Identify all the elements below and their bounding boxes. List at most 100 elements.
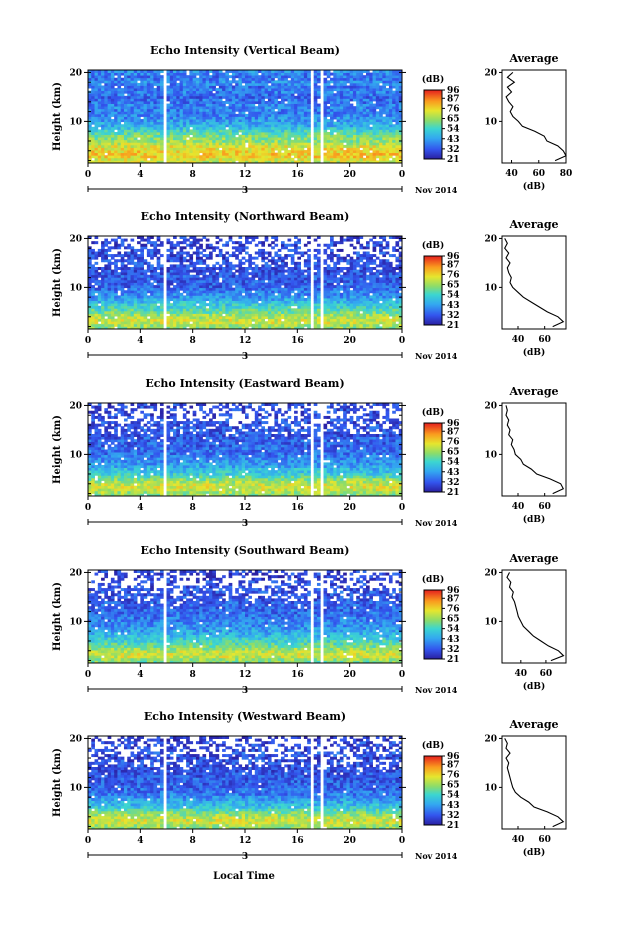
heatmap-cell (130, 318, 135, 322)
heatmap-cell (117, 150, 122, 154)
heatmap-cell (140, 77, 144, 81)
heatmap-cell (241, 142, 246, 146)
heatmap-cell (271, 101, 275, 104)
heatmap-cell (88, 93, 92, 97)
heatmap-cell (323, 144, 328, 148)
heatmap-cell (382, 93, 387, 97)
heatmap-cell (225, 72, 230, 76)
heatmap-cell (195, 103, 200, 107)
heatmap-cell (97, 147, 102, 151)
heatmap-cell (166, 316, 171, 320)
heatmap-cell (235, 144, 239, 148)
heatmap-cell (352, 132, 357, 135)
heatmap-cell (258, 160, 262, 164)
heatmap-cell (388, 93, 393, 97)
heatmap-cell (130, 137, 135, 141)
heatmap-cell (274, 124, 279, 128)
heatmap-cell (336, 75, 341, 79)
heatmap-cell (94, 132, 99, 135)
heatmap-cell (123, 295, 128, 299)
profile-title: Average (508, 52, 558, 65)
heatmap-cell (91, 267, 95, 270)
heatmap-cell (110, 155, 115, 159)
heatmap-cell (395, 124, 400, 128)
heatmap-cell (382, 77, 387, 81)
heatmap-cell (366, 144, 370, 148)
heatmap-cell (212, 77, 216, 81)
heatmap-cell (156, 251, 161, 255)
heatmap-cell (195, 88, 200, 92)
heatmap-cell (366, 147, 370, 151)
heatmap-cell (186, 295, 190, 299)
heatmap-cell (153, 139, 158, 143)
heatmap-cell (251, 72, 256, 76)
heatmap-cell (110, 254, 115, 258)
heatmap-cell (352, 152, 357, 156)
heatmap-cell (156, 113, 161, 117)
colorbar-tick-label: 96 (447, 86, 460, 96)
heatmap-cell (137, 160, 141, 164)
heatmap-cell (156, 142, 161, 146)
heatmap-cell (176, 300, 180, 304)
heatmap-cell (261, 155, 266, 159)
heatmap-cell (127, 308, 131, 312)
heatmap-cell (356, 121, 360, 125)
heatmap-cell (398, 72, 403, 76)
heatmap-cell (359, 101, 364, 104)
heatmap-cell (88, 303, 92, 307)
heatmap-cell (189, 160, 194, 164)
heatmap-cell (385, 160, 390, 164)
heatmap-cell (140, 243, 144, 247)
heatmap-cell (238, 116, 243, 120)
heatmap-cell (189, 256, 194, 260)
heatmap-cell (199, 103, 203, 107)
heatmap-cell (209, 256, 213, 260)
heatmap-cell (130, 326, 135, 330)
heatmap-cell (97, 103, 102, 107)
heatmap-cell (231, 290, 236, 294)
heatmap-cell (267, 277, 272, 281)
heatmap-cell (258, 129, 262, 133)
heatmap-cell (248, 282, 252, 286)
heatmap-cell (91, 121, 95, 125)
heatmap-cell (258, 316, 262, 320)
heatmap-cell (202, 292, 207, 296)
heatmap-cell (146, 88, 151, 92)
heatmap-cell (235, 282, 239, 286)
heatmap-cell (156, 292, 161, 296)
heatmap-cell (104, 259, 109, 263)
heatmap-cell (313, 150, 318, 154)
heatmap-cell (107, 305, 112, 309)
heatmap-cell (245, 298, 249, 301)
heatmap-cell (313, 98, 318, 102)
colorbar-tick-label: 54 (447, 125, 460, 135)
heatmap-cell (271, 295, 275, 299)
heatmap-cell (146, 248, 151, 252)
heatmap-cell (202, 290, 207, 294)
heatmap-cell (186, 82, 190, 86)
heatmap-cell (110, 139, 115, 143)
heatmap-cell (248, 113, 252, 117)
heatmap-cell (245, 277, 249, 281)
heatmap-cell (195, 248, 200, 252)
heatmap-cell (166, 103, 171, 107)
heatmap-cell (159, 318, 164, 322)
heatmap-cell (186, 316, 190, 320)
heatmap-cell (143, 144, 148, 148)
chart-title: Echo Intensity (Northward Beam) (141, 210, 350, 223)
heatmap-cell (274, 323, 279, 327)
heatmap-cell (114, 261, 118, 265)
heatmap-cell (176, 101, 180, 104)
heatmap-cell (274, 90, 279, 94)
heatmap-cell (359, 85, 364, 89)
heatmap-cell (143, 287, 148, 291)
heatmap-cell (127, 108, 131, 112)
heatmap-cell (300, 137, 305, 141)
heatmap-cell (156, 238, 161, 242)
heatmap-cell (110, 95, 115, 99)
heatmap-cell (261, 277, 266, 281)
heatmap-cell (182, 93, 187, 97)
heatmap-cell (173, 264, 177, 268)
heatmap-cell (182, 300, 187, 304)
heatmap-cell (169, 106, 174, 110)
